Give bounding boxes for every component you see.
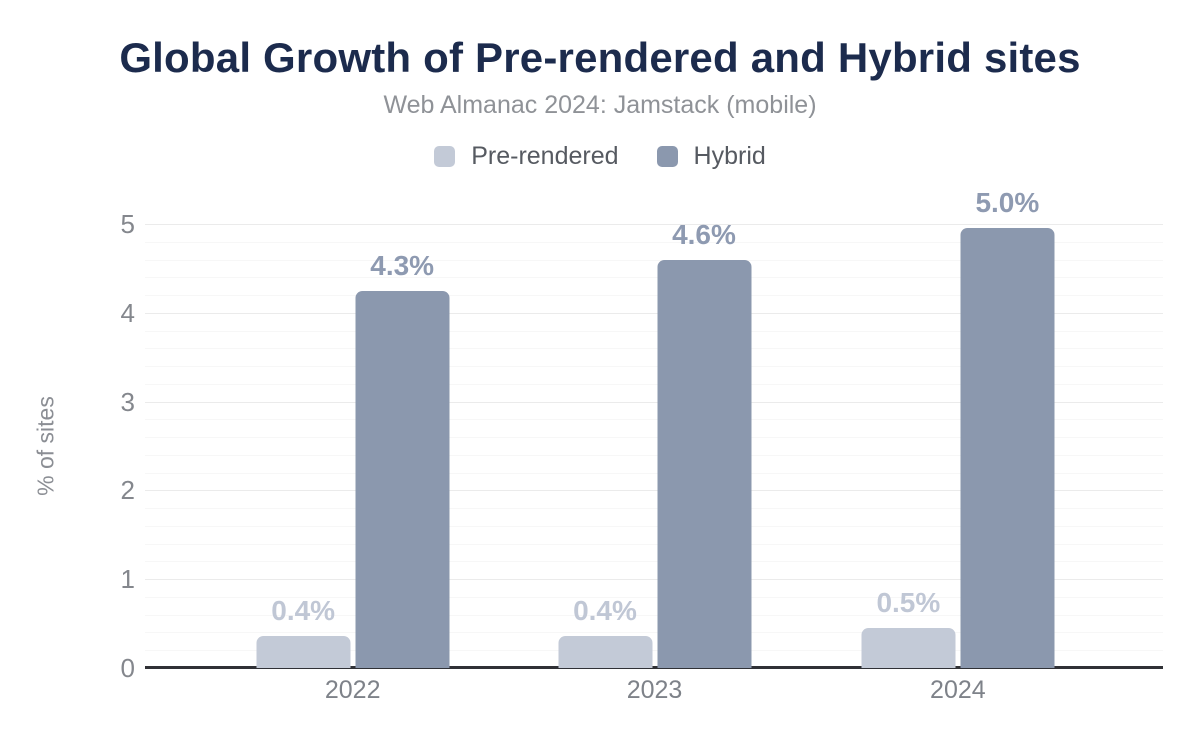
minor-gridline xyxy=(145,632,1163,634)
minor-gridline xyxy=(145,295,1163,297)
major-gridline xyxy=(145,401,1163,403)
minor-gridline xyxy=(145,437,1163,439)
major-gridline xyxy=(145,312,1163,314)
bar-hybrid-2024[interactable] xyxy=(960,228,1055,668)
x-axis-label-2023: 2023 xyxy=(626,676,683,704)
minor-gridline xyxy=(145,525,1163,527)
legend-swatch-icon xyxy=(656,146,678,167)
minor-gridline xyxy=(145,383,1163,385)
minor-gridline xyxy=(145,348,1163,350)
chart-title: Global Growth of Pre-rendered and Hybrid… xyxy=(119,34,1081,81)
x-axis-label-2022: 2022 xyxy=(324,676,381,704)
minor-gridline xyxy=(145,454,1163,456)
bar-column: 4.6% xyxy=(657,219,751,668)
minor-gridline xyxy=(145,561,1163,563)
bar-column: 5.0% xyxy=(960,187,1055,668)
legend-item-pre-rendered[interactable]: Pre-rendered xyxy=(434,142,619,171)
legend-item-hybrid[interactable]: Hybrid xyxy=(656,142,766,171)
bar-group-2024: 0.5% 5.0% xyxy=(861,187,1055,668)
minor-gridline xyxy=(145,508,1163,510)
minor-gridline xyxy=(145,419,1163,421)
minor-gridline xyxy=(145,614,1163,616)
bar-column: 0.4% xyxy=(558,595,652,668)
y-tick-label: 1 xyxy=(120,564,135,595)
y-tick-label: 2 xyxy=(120,475,135,506)
minor-gridline xyxy=(145,543,1163,545)
bar-value-label: 4.6% xyxy=(672,218,736,250)
minor-gridline xyxy=(145,277,1163,279)
bar-group-2022: 0.4% 4.3% xyxy=(256,249,450,668)
legend-label: Hybrid xyxy=(693,142,766,170)
bar-column: 4.3% xyxy=(355,249,450,668)
legend: Pre-rendered Hybrid xyxy=(0,142,1200,171)
bar-value-label: 0.4% xyxy=(573,595,637,627)
bar-column: 0.5% xyxy=(861,587,956,668)
chart-subtitle: Web Almanac 2024: Jamstack (mobile) xyxy=(383,91,817,119)
minor-gridline xyxy=(145,650,1163,652)
bar-value-label: 0.4% xyxy=(271,595,336,627)
bar-hybrid-2023[interactable] xyxy=(657,259,751,668)
y-tick-label: 3 xyxy=(120,386,135,417)
y-tick-label: 4 xyxy=(120,297,135,328)
bar-value-label: 0.5% xyxy=(876,587,941,619)
minor-gridline xyxy=(145,472,1163,474)
y-tick-label: 5 xyxy=(120,209,135,239)
major-gridline xyxy=(145,490,1163,492)
x-axis-line xyxy=(145,666,1163,669)
bar-hybrid-2022[interactable] xyxy=(355,290,450,668)
minor-gridline xyxy=(145,241,1163,243)
bar-column: 0.4% xyxy=(256,595,351,668)
major-gridline xyxy=(145,579,1163,581)
bar-pre-rendered-2023[interactable] xyxy=(558,636,652,668)
y-tick-label: 0 xyxy=(120,653,135,683)
plot-area: 0.4% 4.3% 0.4% 4.6% 0.5% 5.0% xyxy=(145,187,1163,669)
minor-gridline xyxy=(145,366,1163,368)
minor-gridline xyxy=(145,259,1163,261)
minor-gridline xyxy=(145,596,1163,598)
bar-pre-rendered-2022[interactable] xyxy=(256,636,351,668)
bar-pre-rendered-2024[interactable] xyxy=(861,628,956,668)
major-gridline xyxy=(145,224,1163,225)
x-axis-label-2024: 2024 xyxy=(930,676,986,704)
legend-swatch-icon xyxy=(434,146,456,167)
bar-value-label: 4.3% xyxy=(370,249,435,281)
bar-value-label: 5.0% xyxy=(975,187,1040,219)
minor-gridline xyxy=(145,330,1163,332)
legend-label: Pre-rendered xyxy=(471,142,619,170)
bar-group-2023: 0.4% 4.6% xyxy=(558,219,751,668)
